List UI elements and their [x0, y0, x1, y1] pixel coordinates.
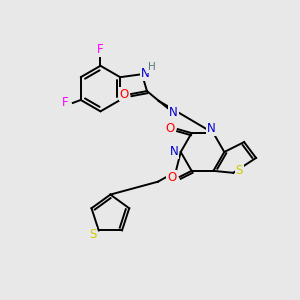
- Text: S: S: [89, 228, 97, 241]
- Text: S: S: [236, 164, 243, 177]
- Text: N: N: [141, 67, 149, 80]
- Text: O: O: [119, 88, 129, 100]
- Text: O: O: [167, 171, 176, 184]
- Text: N: N: [169, 146, 178, 158]
- Text: F: F: [61, 96, 68, 110]
- Text: H: H: [148, 62, 156, 72]
- Text: N: N: [207, 122, 216, 135]
- Text: F: F: [97, 44, 104, 56]
- Text: N: N: [169, 106, 178, 119]
- Text: O: O: [165, 122, 174, 135]
